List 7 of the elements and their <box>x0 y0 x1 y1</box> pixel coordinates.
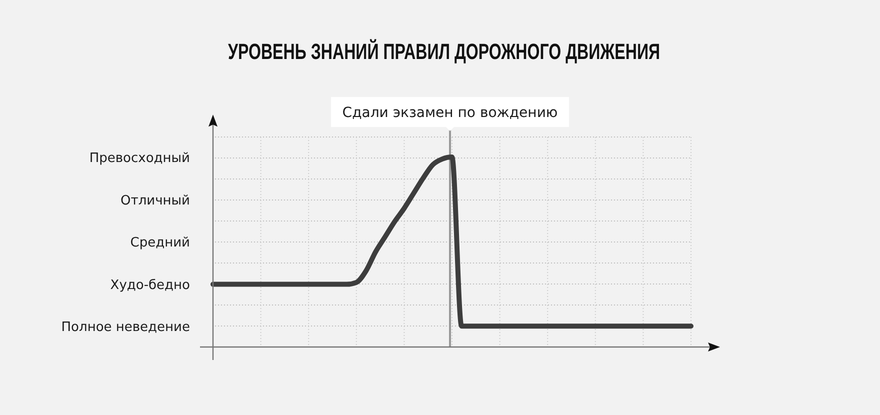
chart-title: УРОВЕНЬ ЗНАНИЙ ПРАВИЛ ДОРОЖНОГО ДВИЖЕНИЯ <box>228 38 660 65</box>
text: Средний <box>130 236 190 250</box>
text: Худо-бедно <box>110 278 190 293</box>
text: Отличный <box>120 193 190 208</box>
text: Сдали экзамен по вождению <box>342 105 558 121</box>
text: Превосходный <box>89 151 190 166</box>
text: Полное неведение <box>61 320 190 335</box>
